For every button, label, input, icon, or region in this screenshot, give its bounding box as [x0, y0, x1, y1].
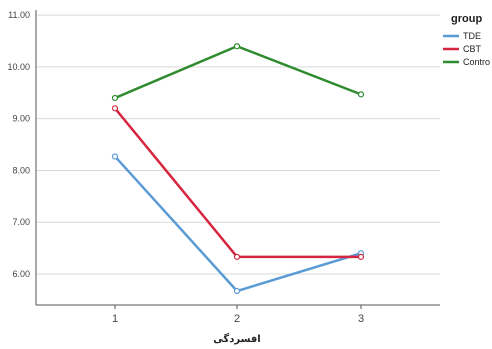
- x-tick-label: 3: [358, 313, 364, 325]
- y-tick-label: 9.00: [12, 114, 30, 124]
- data-point: [111, 94, 119, 102]
- legend-label: TDE: [463, 31, 481, 41]
- y-tick-label: 11.00: [8, 10, 30, 20]
- data-point: [111, 153, 119, 160]
- x-tick-labels: 1 2 3: [112, 305, 364, 325]
- series-contro: [111, 43, 365, 102]
- data-point: [233, 287, 241, 295]
- y-tick-label: 6.00: [12, 269, 30, 279]
- series-line: [113, 155, 363, 293]
- data-point: [111, 105, 119, 112]
- series-line: [113, 44, 363, 100]
- series-lines: [111, 43, 365, 295]
- y-tick-label: 10.00: [7, 62, 30, 72]
- x-axis-label: افسردگی: [213, 332, 260, 345]
- series-tde: [111, 153, 365, 295]
- legend-item: CBT: [443, 44, 482, 54]
- y-tick-label: 7.00: [12, 217, 30, 227]
- y-tick-labels: 6.00 7.00 8.00 9.00 10.00 11.00: [7, 10, 30, 279]
- legend-item: TDE: [443, 31, 481, 41]
- x-tick-label: 1: [112, 313, 118, 325]
- data-point: [357, 253, 365, 260]
- series-cbt: [111, 105, 365, 260]
- data-point: [233, 43, 241, 50]
- series-line: [113, 107, 363, 259]
- legend: group TDE CBT Contro: [443, 13, 490, 67]
- legend-label: Contro: [463, 57, 490, 67]
- grid-lines: [36, 14, 440, 275]
- legend-item: Contro: [443, 57, 490, 67]
- legend-title: group: [451, 13, 482, 25]
- axes: [35, 10, 440, 306]
- data-point: [233, 253, 241, 260]
- x-tick-label: 2: [234, 313, 240, 325]
- y-tick-label: 8.00: [12, 165, 30, 175]
- data-point: [357, 91, 365, 98]
- legend-label: CBT: [463, 44, 482, 54]
